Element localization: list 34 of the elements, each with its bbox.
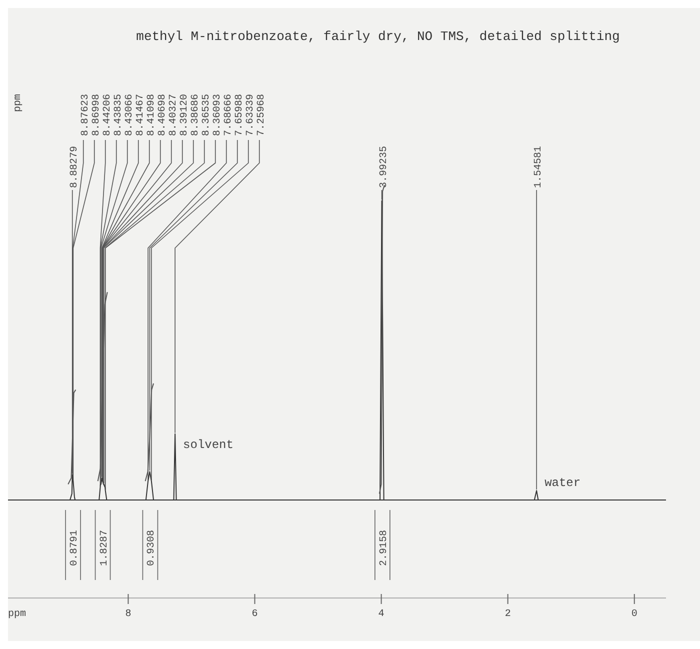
x-tick-label: 8: [125, 609, 132, 620]
annotation: 8.41467: [135, 94, 146, 136]
annotation: 7.68666: [223, 94, 234, 136]
annotation: 8.87623: [80, 94, 92, 136]
annotation: 8.39120: [179, 94, 190, 136]
text: 0.9308: [146, 530, 158, 566]
text: 1.8287: [99, 530, 110, 566]
annotation: 8.43066: [124, 94, 136, 136]
annotation: 8.86998: [91, 94, 102, 136]
annotation: 7.25968: [256, 94, 268, 136]
annotation: 8.36535: [201, 94, 212, 136]
annotation: water: [544, 476, 581, 490]
annotation: 7.65988: [234, 94, 246, 136]
annotation: 8.40698: [157, 94, 168, 136]
x-tick-label: 0: [631, 609, 638, 620]
annotation: 7.63339: [245, 94, 256, 136]
annotation: 8.43835: [113, 94, 124, 136]
text: 0.8791: [70, 530, 81, 566]
annotation: 3.99235: [378, 146, 390, 188]
x-tick-label: 4: [378, 609, 384, 620]
x-axis-title: ppm: [8, 609, 26, 620]
annotation: solvent: [183, 438, 234, 452]
text: 2.9158: [378, 530, 390, 566]
chart-title: methyl M-nitrobenzoate, fairly dry, NO TMS, detailed splitting: [136, 29, 620, 44]
annotation: 8.40327: [168, 94, 180, 136]
annotation: 8.38686: [190, 94, 202, 136]
annotation: 8.36093: [212, 94, 224, 136]
annotation: 8.41098: [146, 94, 158, 136]
annotation: 8.88279: [69, 146, 80, 188]
x-tick-label: 2: [504, 609, 511, 620]
text: ppm: [13, 94, 24, 112]
annotation: 8.44206: [102, 94, 114, 136]
annotation: 1.54581: [534, 146, 545, 188]
x-tick-label: 6: [252, 609, 258, 620]
